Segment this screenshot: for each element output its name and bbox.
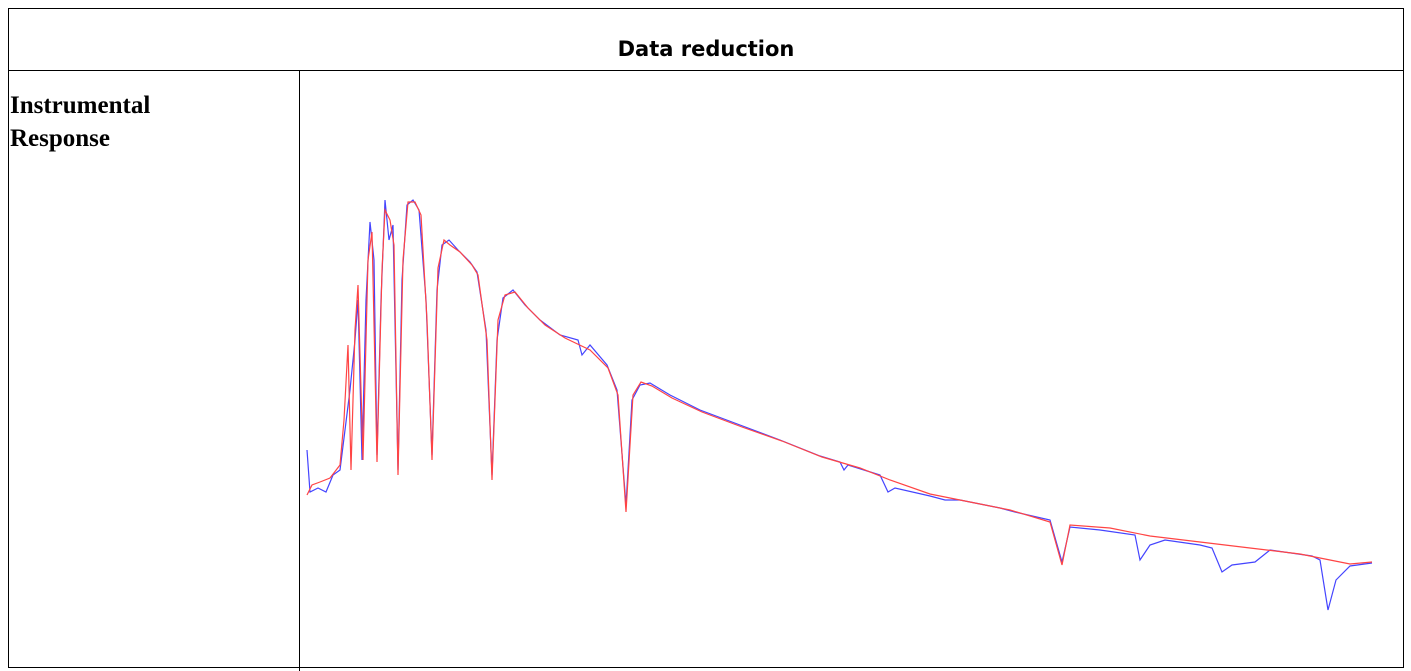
row-label: Instrumental Response	[9, 71, 300, 671]
blue-spectrum	[306, 199, 1373, 611]
table-title: Data reduction	[9, 9, 1403, 71]
red-spectrum	[306, 201, 1373, 566]
